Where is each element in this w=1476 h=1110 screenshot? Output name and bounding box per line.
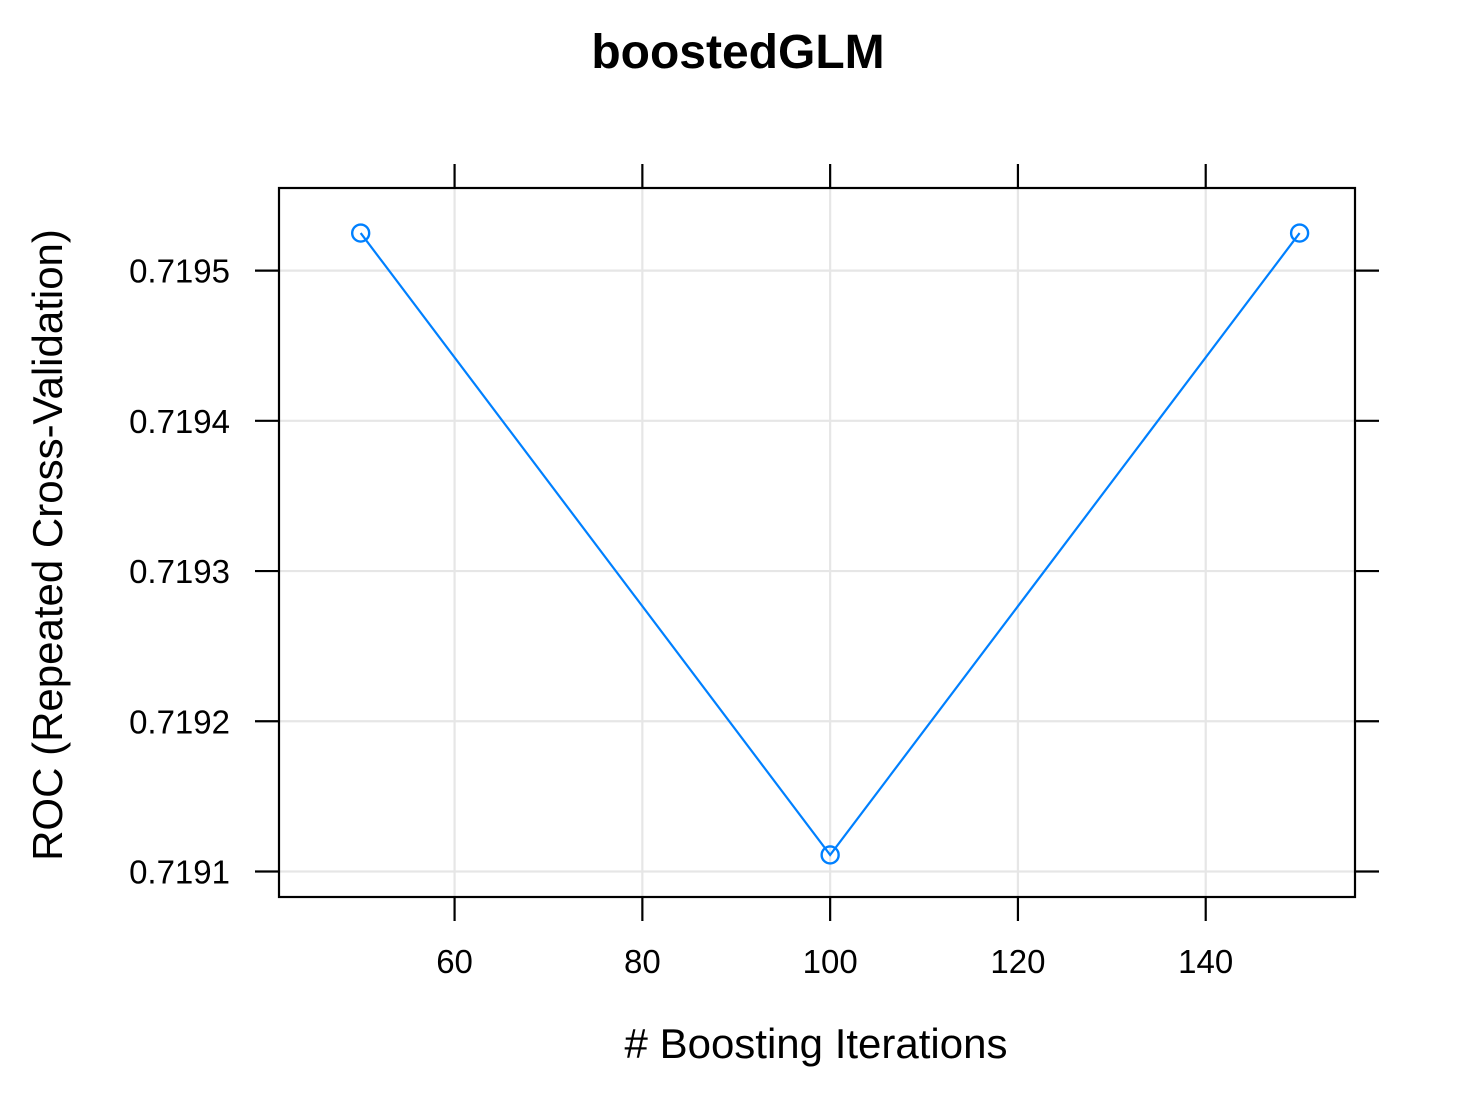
data-point [350, 223, 371, 243]
x-axis-label: # Boosting Iterations [625, 1020, 1008, 1067]
data-point [1289, 223, 1310, 243]
series-layer [350, 223, 1310, 865]
y-tick-label: 0.7192 [129, 703, 230, 740]
y-tick-label: 0.7195 [129, 253, 230, 290]
x-tick-label: 60 [436, 943, 473, 980]
chart-title: boostedGLM [591, 26, 884, 79]
x-tick-label: 80 [624, 943, 661, 980]
x-tick-label: 100 [803, 943, 858, 980]
data-point [820, 845, 840, 865]
y-tick-label: 0.7193 [129, 553, 230, 590]
x-tick-label: 140 [1178, 943, 1233, 980]
grid [279, 188, 1355, 897]
ticks: 60 80 100 120 140 0.7191 0.7192 0.7193 0.7194 0.7… [129, 164, 1379, 980]
series-line [359, 232, 1301, 857]
y-tick-label: 0.7194 [129, 403, 230, 440]
y-axis-label: ROC (Repeated Cross-Validation) [24, 229, 71, 861]
plot-frame [277, 186, 1357, 899]
x-tick-label: 120 [990, 943, 1045, 980]
y-tick-label: 0.7191 [129, 853, 230, 890]
